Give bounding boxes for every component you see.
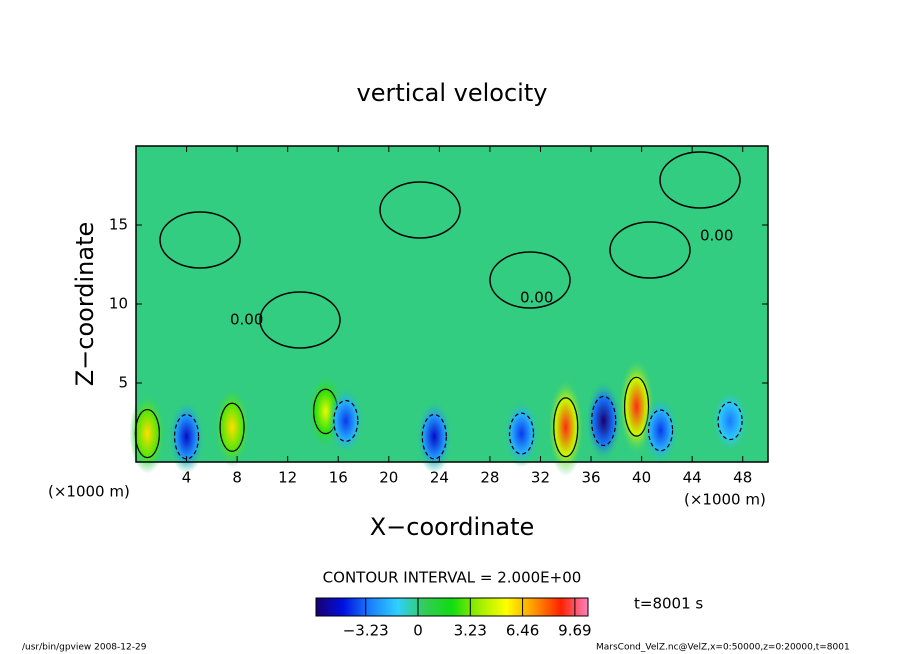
x-tick-label: 4 — [182, 469, 192, 487]
x-tick-label: 8 — [232, 469, 242, 487]
x-tick-label: 28 — [480, 469, 499, 487]
contour-line — [717, 401, 743, 441]
chart-title: vertical velocity — [357, 79, 548, 107]
contour-line — [508, 412, 535, 455]
contour-label: 0.00 — [520, 289, 553, 307]
contour-line — [659, 151, 741, 209]
extremum — [416, 399, 453, 474]
contour-line — [219, 402, 245, 452]
contour-line — [489, 251, 571, 309]
contour-label: 0.00 — [230, 311, 263, 329]
colorbar-tick-label: 9.69 — [558, 622, 591, 640]
extremum — [214, 387, 251, 468]
colorbar-tick-label: −3.23 — [343, 622, 389, 640]
colorbar-tick-label: 0 — [413, 622, 423, 640]
contour-line — [259, 291, 341, 349]
y-tick-label: 15 — [109, 216, 128, 234]
contour-line — [159, 211, 241, 269]
x-tick-label: 40 — [632, 469, 651, 487]
extremum — [712, 389, 749, 452]
contour-line — [647, 409, 674, 452]
contour-line — [333, 399, 359, 442]
x-tick-label: 12 — [278, 469, 297, 487]
extremum — [585, 380, 622, 462]
contour-line — [591, 395, 617, 447]
extremum — [168, 399, 205, 474]
y-tick-label: 5 — [118, 374, 128, 392]
contour-line — [379, 181, 461, 239]
time-label: t=8001 s — [634, 595, 703, 613]
y-axis-label: Z−coordinate — [71, 222, 99, 387]
x-unit-label: (×1000 m) — [48, 483, 130, 501]
footer-left: /usr/bin/gpview 2008-12-29 — [22, 643, 147, 653]
colorbar-tick-label: 3.23 — [454, 622, 487, 640]
x-axis-label: X−coordinate — [370, 513, 535, 541]
contour-line — [421, 413, 447, 460]
extremum — [503, 399, 540, 468]
x-tick-label: 48 — [733, 469, 752, 487]
extremum — [327, 386, 364, 455]
contour-line — [553, 397, 579, 458]
x-tick-label: 16 — [329, 469, 348, 487]
colorbar — [315, 597, 589, 617]
x-tick-label: 44 — [683, 469, 702, 487]
y-tick-label: 10 — [109, 295, 128, 313]
x-tick-label: 36 — [581, 469, 600, 487]
contour-line — [173, 413, 200, 460]
footer-right: MarsCond_VelZ.nc@VelZ,x=0:50000,z=0:2000… — [596, 643, 850, 653]
contour-label: 0.00 — [700, 227, 733, 245]
contour-interval: CONTOUR INTERVAL = 2.000E+00 — [323, 569, 582, 587]
extremum — [129, 393, 166, 474]
contour-line — [609, 221, 691, 279]
extremum — [547, 378, 584, 477]
x-tick-label: 32 — [531, 469, 550, 487]
x-tick-label: 20 — [379, 469, 398, 487]
colorbar-tick-label: 6.46 — [506, 622, 539, 640]
x-unit-label: (×1000 m) — [684, 491, 766, 509]
x-tick-label: 24 — [430, 469, 449, 487]
extremum — [642, 396, 679, 465]
